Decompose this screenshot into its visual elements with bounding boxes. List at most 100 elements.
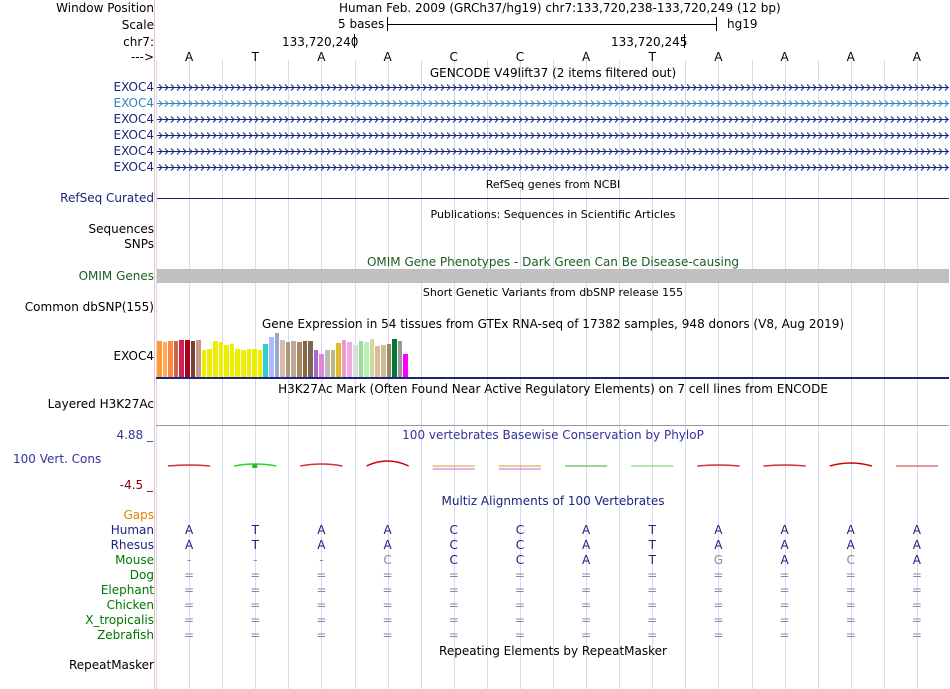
- gtex-bar[interactable]: [313, 350, 319, 377]
- gtex-bar[interactable]: [168, 341, 173, 377]
- gencode-transcript-label[interactable]: EXOC4: [113, 112, 155, 126]
- gtex-label[interactable]: EXOC4: [113, 349, 155, 363]
- omim-track-title[interactable]: OMIM Gene Phenotypes - Dark Green Can Be…: [366, 255, 740, 269]
- gtex-bar[interactable]: [280, 339, 285, 377]
- cons-wiggle[interactable]: [156, 455, 950, 475]
- multiz-species-label[interactable]: Dog: [129, 568, 154, 582]
- cons-label[interactable]: 100 Vert. Cons: [13, 452, 102, 466]
- gencode-transcript-line[interactable]: [157, 147, 949, 156]
- gencode-track-title[interactable]: GENCODE V49lift37 (2 items filtered out): [429, 66, 677, 80]
- multiz-species-label[interactable]: Elephant: [100, 583, 154, 597]
- h3k27ac-track-title[interactable]: H3K27Ac Mark (Often Found Near Active Re…: [278, 382, 828, 396]
- gencode-transcript-line[interactable]: [157, 115, 949, 124]
- multiz-base: A: [184, 523, 194, 537]
- gtex-bar[interactable]: [269, 337, 274, 377]
- gtex-bar[interactable]: [157, 340, 162, 377]
- gtex-bar[interactable]: [353, 345, 358, 377]
- multiz-species-label[interactable]: Human: [110, 523, 154, 537]
- gtex-bar[interactable]: [241, 350, 246, 377]
- gtex-bar[interactable]: [257, 350, 263, 377]
- gtex-bar[interactable]: [325, 349, 330, 377]
- refseq-track-title[interactable]: RefSeq genes from NCBI: [485, 178, 621, 191]
- gtex-bar[interactable]: [173, 340, 179, 377]
- rmsk-track-title[interactable]: Repeating Elements by RepeatMasker: [439, 644, 667, 658]
- gtex-bar[interactable]: [336, 342, 341, 377]
- gtex-bar[interactable]: [392, 339, 397, 377]
- multiz-base: =: [647, 628, 658, 642]
- dbsnp-label[interactable]: Common dbSNP(155): [24, 300, 154, 314]
- gencode-transcript-label[interactable]: EXOC4: [113, 144, 155, 158]
- gtex-bar[interactable]: [403, 354, 408, 377]
- gtex-bar[interactable]: [235, 348, 240, 377]
- refseq-gene-line[interactable]: [157, 198, 949, 199]
- gtex-bar[interactable]: [218, 341, 224, 377]
- multiz-base: A: [714, 538, 723, 552]
- multiz-species-label[interactable]: Zebrafish: [97, 628, 154, 642]
- gtex-bar[interactable]: [285, 341, 291, 377]
- gtex-bar[interactable]: [341, 339, 347, 377]
- omim-label[interactable]: OMIM Genes: [78, 269, 154, 283]
- multiz-species-label[interactable]: Rhesus: [110, 538, 154, 552]
- gtex-bar[interactable]: [252, 348, 257, 377]
- gtex-bar[interactable]: [347, 342, 352, 377]
- gencode-transcript-line[interactable]: [157, 99, 949, 108]
- gtex-bar[interactable]: [196, 340, 201, 377]
- gtex-bar[interactable]: [201, 350, 207, 377]
- multiz-species-label[interactable]: Chicken: [106, 598, 154, 612]
- gencode-transcript-line[interactable]: [157, 83, 949, 92]
- gtex-bar[interactable]: [364, 342, 369, 377]
- gtex-bar[interactable]: [397, 340, 403, 377]
- gencode-transcript-line[interactable]: [157, 131, 949, 140]
- sequence-base: A: [317, 50, 326, 64]
- gtex-bar[interactable]: [302, 340, 308, 377]
- gtex-bar[interactable]: [319, 354, 324, 377]
- gtex-bar[interactable]: [190, 340, 196, 377]
- gencode-transcript-label[interactable]: EXOC4: [113, 160, 155, 174]
- gencode-transcript-label[interactable]: EXOC4: [113, 128, 155, 142]
- pubs-track-title[interactable]: Publications: Sequences in Scientific Ar…: [430, 208, 676, 221]
- gtex-bar[interactable]: [375, 345, 380, 377]
- gtex-bar[interactable]: [246, 349, 252, 377]
- gtex-bar[interactable]: [330, 350, 336, 377]
- sequence-base: A: [780, 50, 789, 64]
- multiz-base: =: [316, 583, 327, 597]
- multiz-track-title[interactable]: Multiz Alignments of 100 Vertebrates: [441, 494, 665, 508]
- gtex-bar[interactable]: [263, 343, 268, 377]
- gtex-bar[interactable]: [358, 340, 364, 377]
- gtex-bar[interactable]: [369, 339, 375, 377]
- multiz-base: =: [779, 598, 790, 612]
- rmsk-label[interactable]: RepeatMasker: [68, 658, 154, 672]
- gtex-bar[interactable]: [381, 344, 386, 377]
- gtex-bar[interactable]: [179, 340, 184, 377]
- multiz-species-label[interactable]: X_tropicalis: [85, 613, 154, 627]
- gtex-bar-chart[interactable]: [156, 330, 556, 377]
- sequence-base: A: [714, 50, 723, 64]
- multiz-base: =: [448, 568, 459, 582]
- multiz-base: =: [250, 583, 261, 597]
- gtex-bar[interactable]: [207, 349, 212, 377]
- pubs-snps-label[interactable]: SNPs: [124, 237, 154, 251]
- multiz-species-label[interactable]: Mouse: [115, 553, 154, 567]
- gtex-bar[interactable]: [162, 342, 168, 377]
- gencode-transcript-label[interactable]: EXOC4: [113, 80, 155, 94]
- gtex-bar[interactable]: [185, 339, 190, 377]
- gtex-bar[interactable]: [308, 340, 313, 377]
- gencode-transcript-line[interactable]: [157, 163, 949, 172]
- pubs-sequences-label[interactable]: Sequences: [88, 222, 154, 236]
- multiz-base: =: [911, 628, 922, 642]
- gtex-bar[interactable]: [274, 333, 280, 377]
- gtex-bar[interactable]: [224, 344, 229, 377]
- gencode-transcript-label[interactable]: EXOC4: [113, 96, 155, 110]
- gtex-bar[interactable]: [213, 340, 218, 377]
- gtex-bar[interactable]: [297, 342, 302, 377]
- cons-track-title[interactable]: 100 vertebrates Basewise Conservation by…: [402, 428, 704, 442]
- h3k27ac-label[interactable]: Layered H3K27Ac: [47, 397, 154, 411]
- gtex-bar[interactable]: [386, 343, 392, 377]
- omim-gene-bar[interactable]: [157, 269, 949, 283]
- refseq-label[interactable]: RefSeq Curated: [60, 191, 154, 205]
- gtex-bar[interactable]: [291, 340, 296, 377]
- gtex-bar[interactable]: [229, 343, 235, 377]
- gtex-track-title[interactable]: Gene Expression in 54 tissues from GTEx …: [261, 317, 845, 331]
- dbsnp-track-title[interactable]: Short Genetic Variants from dbSNP releas…: [422, 286, 684, 299]
- multiz-base: A: [780, 553, 789, 567]
